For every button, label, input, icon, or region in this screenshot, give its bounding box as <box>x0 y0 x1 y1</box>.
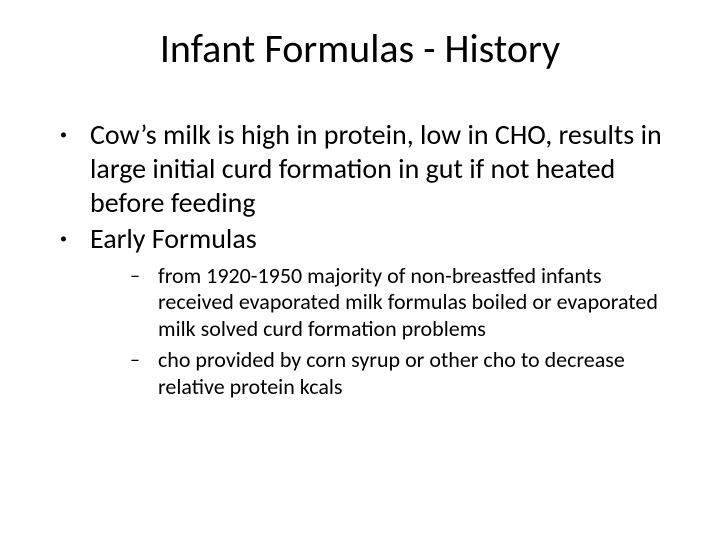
slide-body: Cow’s milk is high in protein, low in CH… <box>54 118 674 405</box>
bullet-text: from 1920-1950 majority of non-breastfed… <box>158 262 658 343</box>
bullet-text: Early Formulas <box>90 221 257 256</box>
list-item: Cow’s milk is high in protein, low in CH… <box>54 118 674 220</box>
list-item: cho provided by corn syrup or other cho … <box>90 347 674 401</box>
list-item: Early Formulas from 1920-1950 majority o… <box>54 222 674 400</box>
bullet-list-level1: Cow’s milk is high in protein, low in CH… <box>54 118 674 401</box>
bullet-text: cho provided by corn syrup or other cho … <box>158 346 625 400</box>
slide: Infant Formulas - History Cow’s milk is … <box>0 0 720 540</box>
list-item: from 1920-1950 majority of non-breastfed… <box>90 263 674 343</box>
bullet-list-level2: from 1920-1950 majority of non-breastfed… <box>90 263 674 401</box>
bullet-text: Cow’s milk is high in protein, low in CH… <box>90 117 662 220</box>
slide-title: Infant Formulas - History <box>0 24 720 73</box>
